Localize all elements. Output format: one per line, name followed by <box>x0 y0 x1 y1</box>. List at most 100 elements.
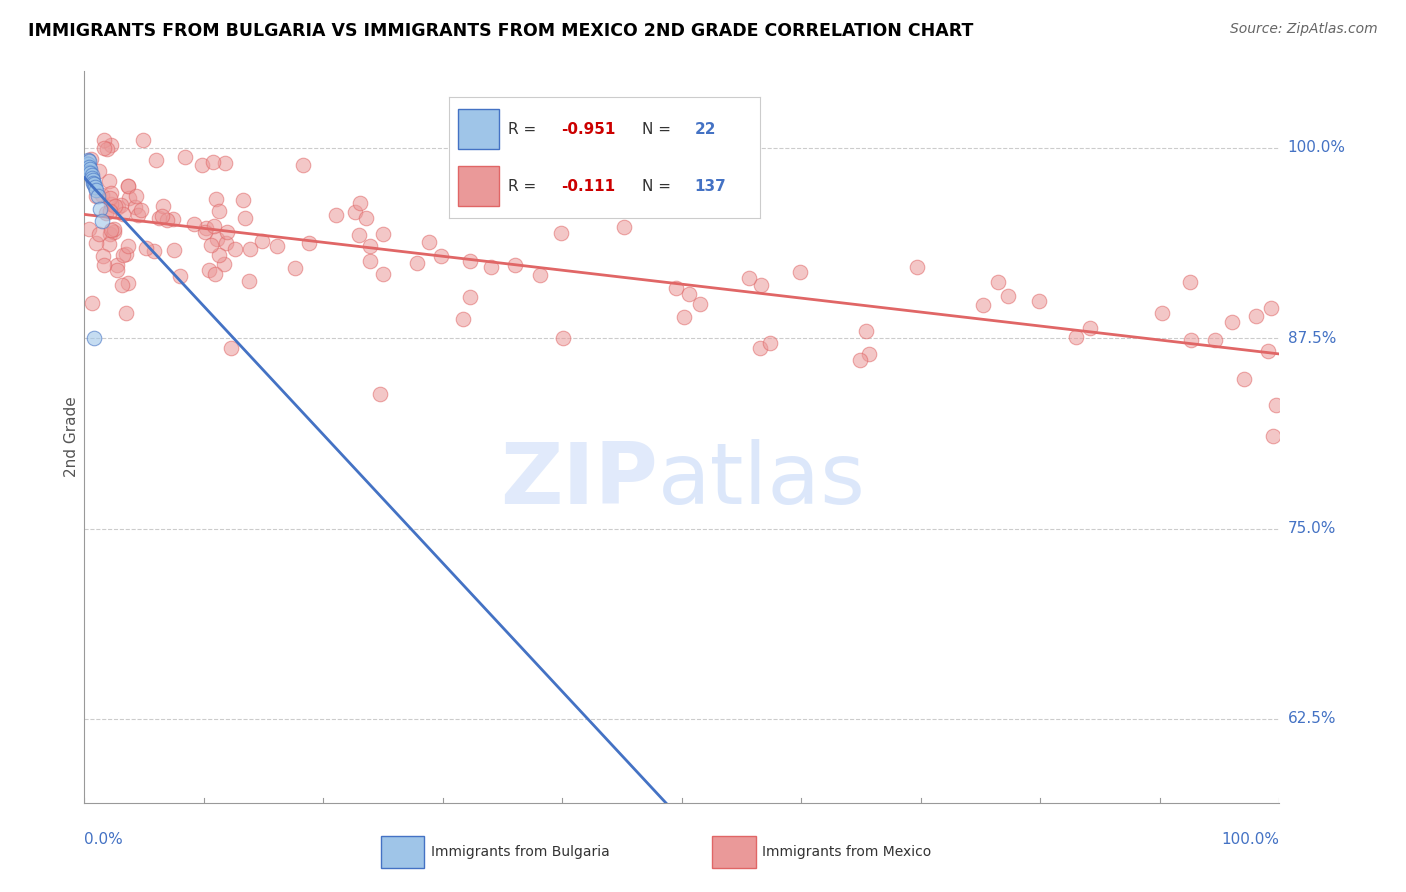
Point <box>77 153 100 167</box>
Point <box>132 133 155 147</box>
Point <box>1028 293 1050 308</box>
Point <box>87 164 110 178</box>
Point <box>87 227 110 241</box>
Point <box>1264 398 1286 412</box>
Point <box>208 248 231 262</box>
Point <box>97 174 120 188</box>
Point <box>689 297 711 311</box>
Point <box>266 238 288 252</box>
Point <box>1263 429 1285 443</box>
Point <box>162 211 184 226</box>
Point <box>1078 320 1101 334</box>
Point <box>80 171 103 186</box>
Point <box>79 166 101 180</box>
Point <box>848 353 870 368</box>
Point <box>325 208 347 222</box>
Point <box>84 236 107 251</box>
Point <box>100 186 122 201</box>
Point <box>105 262 128 277</box>
Point <box>451 312 474 326</box>
Point <box>1150 306 1173 320</box>
Point <box>77 154 100 169</box>
Point <box>174 150 197 164</box>
Point <box>1220 315 1243 329</box>
Point <box>905 260 928 274</box>
Point <box>83 331 105 345</box>
Point <box>200 238 222 252</box>
Point <box>82 176 104 190</box>
Point <box>93 133 115 147</box>
Point <box>789 265 811 279</box>
Point <box>93 258 115 272</box>
Point <box>143 244 166 259</box>
Point <box>83 177 105 191</box>
Point <box>117 179 139 194</box>
Point <box>671 811 693 825</box>
Point <box>371 227 394 241</box>
Point <box>371 267 394 281</box>
Point <box>214 235 236 250</box>
Point <box>84 188 107 202</box>
Text: Source: ZipAtlas.com: Source: ZipAtlas.com <box>1230 22 1378 37</box>
Point <box>152 209 174 223</box>
Point <box>207 231 229 245</box>
Point <box>219 341 242 355</box>
Point <box>100 138 122 153</box>
Point <box>205 192 228 206</box>
Point <box>191 158 214 172</box>
Point <box>1233 372 1256 386</box>
Text: 100.0%: 100.0% <box>1222 832 1279 847</box>
Point <box>104 199 127 213</box>
Y-axis label: 2nd Grade: 2nd Grade <box>63 397 79 477</box>
Point <box>232 193 254 207</box>
Point <box>460 254 482 268</box>
Point <box>233 211 256 226</box>
Point <box>997 288 1019 302</box>
Point <box>135 240 157 254</box>
Point <box>97 236 120 251</box>
Point <box>107 200 129 214</box>
Point <box>1260 301 1282 316</box>
Point <box>458 290 481 304</box>
Point <box>76 159 98 173</box>
Text: 0.0%: 0.0% <box>84 832 124 847</box>
Point <box>91 188 114 202</box>
Point <box>148 211 170 225</box>
Point <box>169 268 191 283</box>
Point <box>194 225 217 239</box>
Point <box>204 267 226 281</box>
Point <box>406 255 429 269</box>
Point <box>103 222 125 236</box>
Point <box>1244 309 1267 323</box>
Point <box>291 158 314 172</box>
Point <box>86 183 108 197</box>
Point <box>105 258 128 272</box>
Point <box>665 281 688 295</box>
Point <box>529 268 551 282</box>
Point <box>98 227 121 241</box>
Point <box>1066 330 1088 344</box>
Point <box>759 335 782 350</box>
Point <box>749 277 772 292</box>
Point <box>118 191 141 205</box>
Text: ZIP: ZIP <box>501 440 658 523</box>
Point <box>80 152 103 166</box>
Point <box>77 165 100 179</box>
Point <box>91 249 114 263</box>
Point <box>110 198 132 212</box>
Text: atlas: atlas <box>658 440 866 523</box>
Point <box>77 161 100 175</box>
Point <box>79 161 101 176</box>
Point <box>127 208 149 222</box>
Text: 100.0%: 100.0% <box>1288 140 1346 155</box>
Point <box>183 217 205 231</box>
Point <box>201 155 224 169</box>
Point <box>678 287 700 301</box>
Text: 87.5%: 87.5% <box>1288 331 1336 345</box>
Point <box>481 260 503 274</box>
Text: 62.5%: 62.5% <box>1288 712 1336 726</box>
Point <box>198 263 221 277</box>
Point <box>214 156 236 170</box>
Point <box>349 196 371 211</box>
Point <box>75 156 97 170</box>
